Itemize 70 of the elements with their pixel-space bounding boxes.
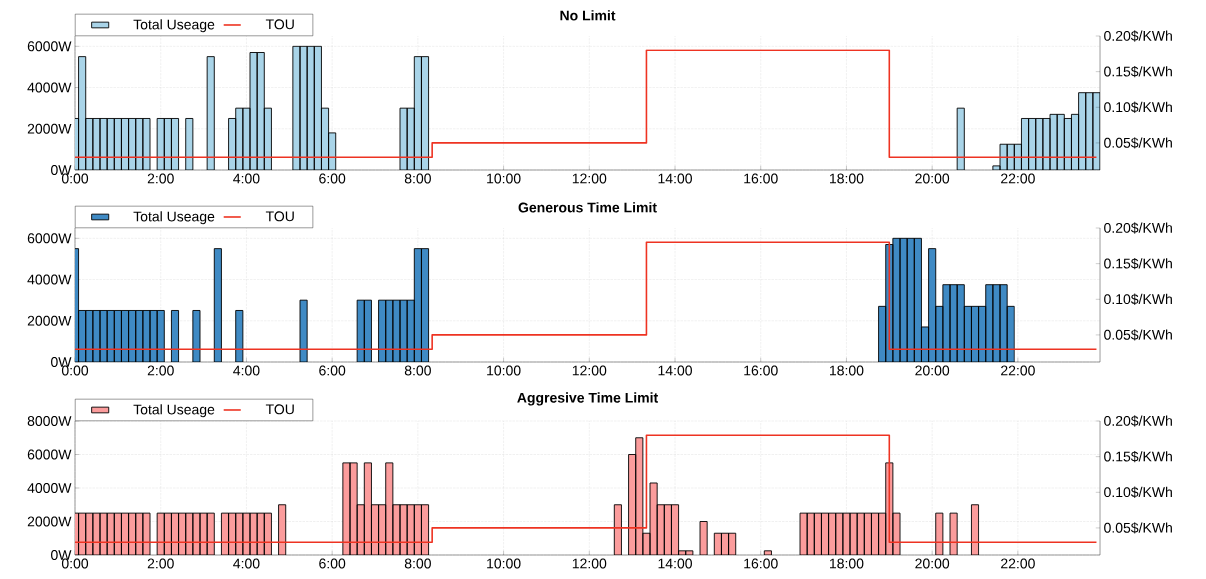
y-tick-label: 2000W	[27, 315, 72, 326]
x-tick-label: 12:00	[572, 558, 607, 569]
y-tick-label: 8000W	[27, 416, 72, 426]
legend-label: Total Useage	[133, 19, 215, 33]
x-tick-label: 4:00	[233, 558, 260, 569]
x-tick-label: 14:00	[658, 173, 692, 184]
chart-title: Aggresive Time Limit	[517, 392, 658, 406]
y-tick-label: 6000W	[27, 233, 72, 244]
x-tick-label: 0:00	[61, 365, 89, 376]
legend-label: Total Useage	[133, 211, 215, 225]
x-tick-label: 22:00	[1001, 173, 1035, 184]
x-tick-label: 16:00	[744, 365, 778, 376]
y2-tick-label: 0.05$/KWh	[1104, 137, 1172, 149]
y-tick-label: 6000W	[27, 449, 72, 460]
x-tick-label: 20:00	[915, 173, 950, 184]
x-tick-label: 12:00	[572, 173, 607, 184]
y2-tick-label: 0.10$/KWh	[1104, 486, 1172, 498]
x-tick-label: 18:00	[830, 365, 864, 376]
y-tick-label: 4000W	[27, 483, 72, 493]
x-tick-label: 0:00	[61, 173, 89, 184]
x-tick-label: 2:00	[147, 365, 174, 376]
y-tick-label: 0W	[51, 550, 72, 560]
y2-tick-label: 0.10$/KWh	[1104, 101, 1172, 113]
x-tick-label: 18:00	[830, 558, 864, 569]
x-tick-label: 16:00	[744, 173, 778, 184]
x-tick-label: 4:00	[233, 173, 260, 184]
x-tick-label: 12:00	[572, 365, 607, 376]
y-tick-label: 6000W	[27, 41, 72, 52]
x-tick-label: 4:00	[233, 365, 260, 376]
x-tick-label: 6:00	[319, 365, 346, 376]
x-tick-label: 20:00	[915, 558, 950, 569]
legend-label: TOU	[265, 211, 294, 222]
x-tick-label: 6:00	[319, 173, 346, 184]
x-tick-label: 0:00	[61, 558, 89, 569]
y2-tick-label: 0.15$/KWh	[1104, 257, 1172, 270]
x-tick-label: 14:00	[658, 558, 692, 569]
chart-title: No Limit	[560, 10, 616, 21]
y-tick-label: 2000W	[27, 516, 72, 527]
x-tick-label: 8:00	[404, 365, 431, 376]
y2-tick-label: 0.05$/KWh	[1104, 522, 1172, 534]
x-tick-label: 2:00	[147, 558, 174, 569]
x-tick-label: 2:00	[147, 173, 174, 184]
y-tick-label: 4000W	[27, 82, 72, 93]
y2-tick-label: 0.20$/KWh	[1104, 30, 1172, 42]
legend-label: Total Useage	[133, 404, 215, 418]
y2-tick-label: 0.15$/KWh	[1104, 65, 1172, 78]
y2-tick-label: 0.10$/KWh	[1104, 293, 1172, 305]
x-tick-label: 10:00	[487, 365, 521, 376]
y2-tick-label: 0.20$/KWh	[1104, 222, 1172, 234]
x-tick-label: 10:00	[487, 558, 521, 569]
y-tick-label: 2000W	[27, 123, 72, 134]
y2-tick-label: 0.20$/KWh	[1104, 415, 1172, 427]
x-tick-label: 14:00	[658, 365, 692, 376]
y2-tick-label: 0.05$/KWh	[1104, 329, 1172, 341]
x-tick-label: 18:00	[830, 173, 864, 184]
x-tick-label: 16:00	[744, 558, 778, 569]
legend-label: TOU	[265, 404, 294, 415]
legend-label: TOU	[265, 19, 294, 30]
x-tick-label: 20:00	[915, 365, 950, 376]
x-tick-label: 6:00	[319, 558, 346, 569]
chart-title: Generous Time Limit	[518, 202, 657, 213]
x-tick-label: 22:00	[1001, 365, 1035, 376]
y-tick-label: 0W	[51, 165, 72, 175]
y-tick-label: 4000W	[27, 274, 72, 285]
x-tick-label: 8:00	[404, 173, 431, 184]
y-tick-label: 0W	[51, 357, 72, 367]
x-tick-label: 8:00	[404, 558, 431, 569]
x-tick-label: 10:00	[487, 173, 521, 184]
x-tick-label: 22:00	[1001, 558, 1035, 569]
y2-tick-label: 0.15$/KWh	[1104, 450, 1172, 463]
